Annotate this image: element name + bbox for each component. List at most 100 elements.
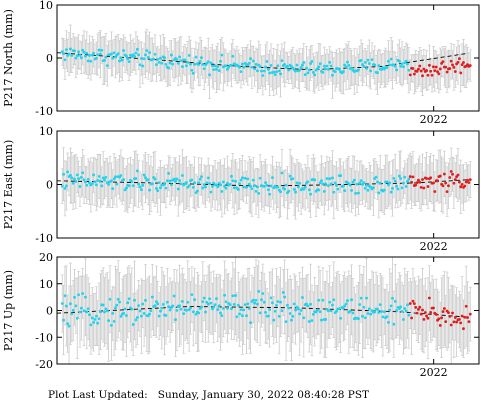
data-point: [176, 187, 180, 191]
data-point: [194, 312, 198, 316]
data-point: [197, 181, 201, 184]
recent-data-point: [453, 178, 457, 181]
data-point: [152, 57, 156, 61]
data-point: [399, 64, 403, 68]
data-point: [164, 186, 168, 190]
data-point: [306, 180, 310, 184]
data-point: [97, 48, 101, 52]
data-point: [159, 309, 162, 313]
data-point: [202, 296, 206, 300]
data-point: [309, 302, 313, 306]
data-point: [144, 298, 147, 302]
data-point: [209, 61, 213, 65]
data-point: [135, 47, 139, 51]
data-point: [337, 67, 341, 71]
data-point: [92, 51, 96, 55]
recent-data-point: [421, 178, 424, 181]
data-point: [321, 298, 325, 302]
data-point: [156, 189, 160, 193]
data-point: [359, 59, 363, 62]
data-point: [321, 182, 325, 186]
data-point: [238, 312, 242, 316]
data-point: [206, 302, 210, 306]
chart-panel-2: -10 0 10 2022 P217 East (mm): [2, 125, 480, 253]
data-point: [354, 192, 358, 195]
data-point: [176, 61, 180, 65]
data-point: [187, 184, 191, 188]
data-point: [269, 296, 273, 300]
data-point: [331, 303, 334, 307]
recent-data-point: [460, 63, 464, 67]
data-point: [351, 180, 355, 184]
data-point: [284, 320, 288, 323]
data-point: [347, 63, 351, 67]
data-point: [213, 303, 217, 307]
recent-data-point: [451, 63, 454, 67]
data-point: [261, 292, 265, 295]
data-point: [107, 319, 111, 323]
recent-data-point: [445, 70, 449, 74]
data-point: [126, 301, 130, 305]
recent-data-point: [438, 324, 442, 327]
data-point: [174, 318, 177, 322]
data-point: [198, 177, 202, 181]
y-tick-label: 10: [39, 0, 53, 12]
y-tick-label: -20: [35, 358, 53, 371]
data-point: [329, 309, 333, 313]
data-point: [268, 308, 272, 311]
data-point: [303, 185, 307, 189]
data-point: [69, 47, 72, 51]
data-point: [333, 181, 337, 185]
data-point: [260, 69, 263, 73]
y-axis-label: P217 Up (mm): [2, 270, 15, 351]
data-point: [287, 68, 291, 72]
data-point: [219, 59, 222, 63]
data-point: [273, 309, 277, 313]
data-point: [116, 297, 120, 301]
data-point: [395, 309, 398, 312]
data-point: [406, 303, 409, 307]
data-point: [406, 180, 409, 183]
data-point: [63, 58, 67, 62]
data-point: [225, 306, 229, 310]
data-point: [318, 181, 322, 185]
data-point: [69, 302, 72, 306]
data-point: [275, 303, 278, 307]
data-point: [344, 302, 348, 306]
data-point: [306, 71, 310, 75]
data-point: [74, 304, 78, 308]
data-point: [254, 62, 258, 66]
data-point: [301, 296, 304, 299]
data-point: [94, 314, 98, 318]
recent-data-point: [417, 178, 420, 182]
recent-data-point: [453, 70, 457, 73]
data-point: [137, 182, 141, 186]
data-point: [78, 185, 82, 188]
data-point: [133, 298, 136, 302]
data-point: [362, 305, 366, 309]
recent-data-point: [438, 174, 442, 178]
data-point: [281, 291, 285, 294]
data-point: [93, 180, 97, 184]
data-point: [213, 64, 217, 68]
data-point: [399, 305, 403, 309]
data-point: [191, 71, 195, 75]
data-point: [221, 307, 225, 310]
data-point: [109, 323, 113, 327]
data-point: [239, 308, 243, 312]
data-point: [183, 58, 187, 62]
recent-data-point: [453, 316, 457, 319]
data-point: [75, 54, 79, 58]
recent-data-point: [459, 321, 463, 325]
data-point: [363, 316, 367, 320]
data-point: [231, 179, 235, 183]
data-point: [103, 310, 106, 314]
data-point: [269, 64, 273, 67]
data-point: [251, 59, 255, 63]
recent-data-point: [433, 190, 437, 193]
data-point: [395, 184, 398, 188]
data-point: [127, 297, 131, 301]
data-point: [149, 309, 153, 312]
data-point: [328, 300, 332, 304]
recent-data-point: [457, 180, 461, 184]
